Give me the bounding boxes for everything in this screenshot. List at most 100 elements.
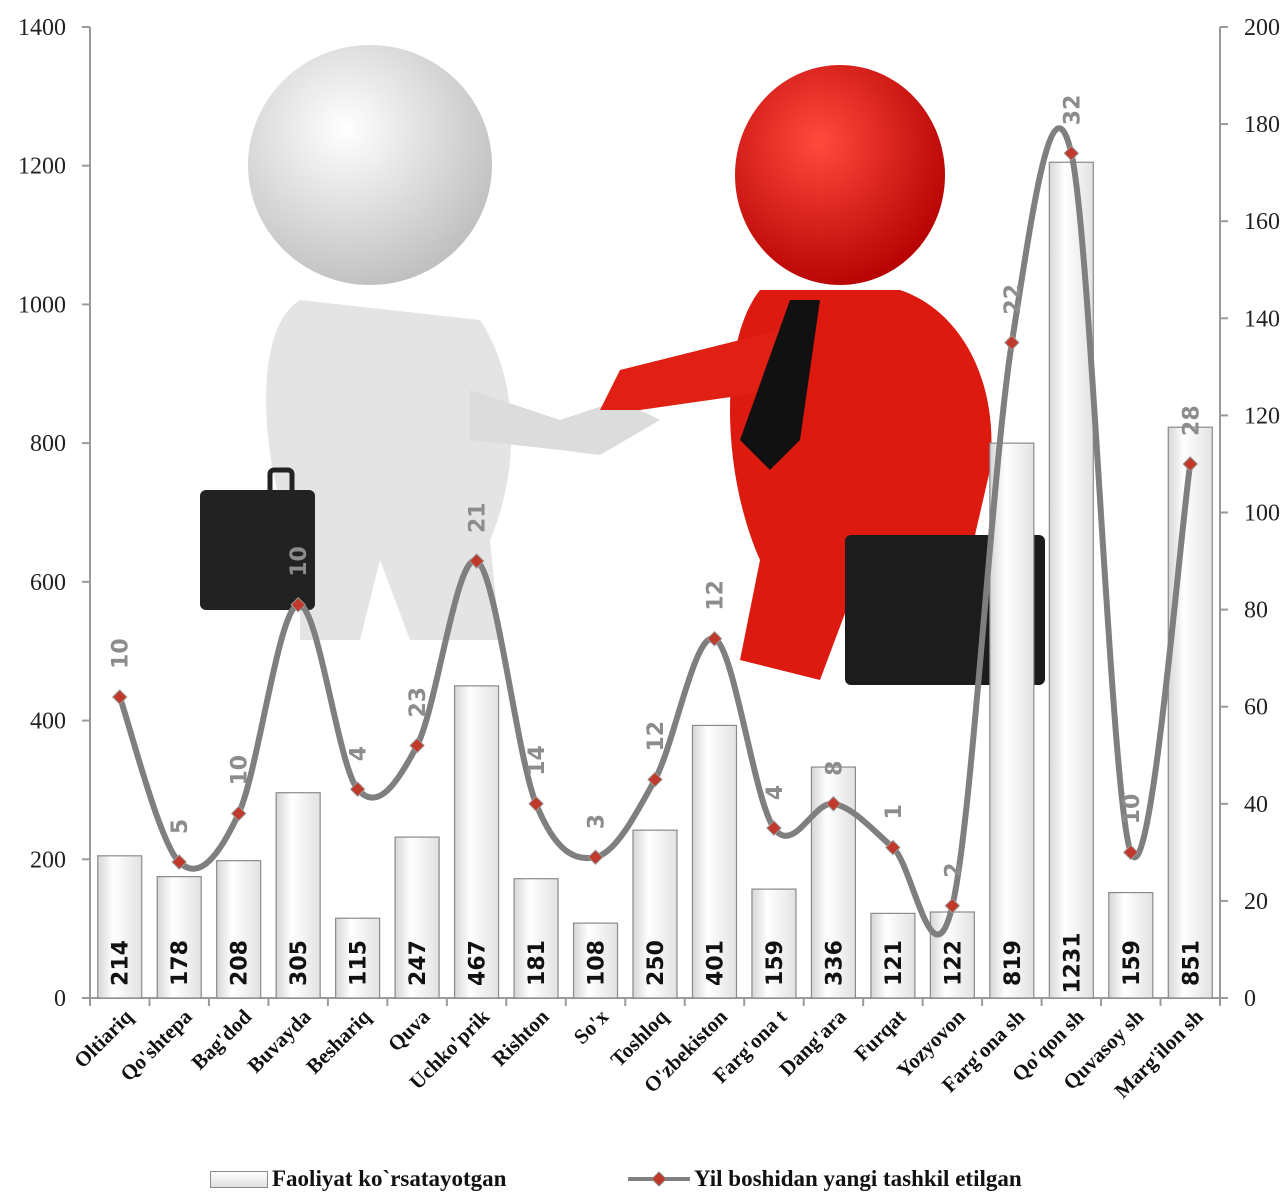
line-value-label: 4: [347, 746, 372, 761]
line-marker: [171, 854, 187, 870]
bar-value-label: 305: [287, 940, 312, 986]
bar-value-label: 122: [941, 940, 966, 986]
category-label: Dang'ara: [775, 1004, 852, 1081]
line-value-label: 14: [525, 745, 550, 776]
right-tick-label: 120: [1244, 403, 1280, 429]
left-tick-label: 800: [30, 431, 66, 457]
bar: [572, 922, 619, 999]
bar-value-label: 250: [644, 940, 669, 986]
left-tick-label: 0: [54, 986, 66, 1012]
bar-value-label: 336: [822, 940, 847, 986]
line-marker: [825, 796, 842, 812]
line-value-label: 12: [703, 580, 728, 611]
bar-value-label: 247: [406, 940, 431, 986]
chart: 0200400600800100012001400020406080100120…: [18, 15, 1280, 1103]
legend-item-line: Yil boshidan yangi tashkil etilgan: [628, 1166, 1022, 1192]
bar: [97, 855, 143, 999]
bar-value-label: 467: [466, 940, 491, 986]
line-marker: [1063, 145, 1080, 162]
bar: [513, 878, 559, 999]
line-value-label: 8: [822, 760, 847, 775]
right-tick-label: 80: [1244, 598, 1268, 624]
line-value-label: 1: [882, 804, 907, 819]
right-tick-label: 40: [1244, 792, 1268, 818]
line-marker: [1182, 456, 1199, 472]
bar: [1167, 426, 1213, 999]
left-tick-label: 1000: [18, 292, 66, 318]
line-value-label: 22: [1001, 284, 1026, 315]
bar: [453, 685, 500, 999]
left-tick-label: 600: [30, 570, 66, 596]
right-tick-label: 60: [1244, 695, 1268, 721]
line-marker: [528, 796, 544, 812]
bar: [632, 829, 678, 999]
line-value-label: 4: [763, 785, 788, 800]
legend-line-label: Yil boshidan yangi tashkil etilgan: [694, 1166, 1022, 1191]
category-label: So'x: [569, 1004, 614, 1049]
category-label: Rishton: [487, 1004, 554, 1071]
category-label: Beshariq: [301, 1004, 375, 1078]
line-marker: [587, 849, 604, 865]
legend-line-swatch: [628, 1171, 690, 1187]
legend-bar-label: Faoliyat ko`rsatayotgan: [272, 1166, 507, 1191]
line-marker: [290, 596, 306, 613]
bar-value-label: 178: [168, 940, 193, 986]
line-value-label: 12: [644, 721, 669, 752]
line-marker: [111, 689, 128, 705]
legend-bar-swatch: [210, 1170, 268, 1188]
bar: [929, 911, 975, 999]
bar: [156, 876, 202, 999]
line-marker: [349, 781, 366, 798]
line-marker: [766, 820, 782, 836]
right-tick-label: 160: [1244, 209, 1280, 235]
bar-value-label: 181: [525, 940, 550, 986]
bar-value-label: 208: [228, 940, 253, 986]
bar-value-label: 819: [1001, 940, 1026, 986]
line-marker: [1123, 844, 1139, 861]
line-marker: [885, 839, 901, 856]
legend: Faoliyat ko`rsatayotgan Yil boshidan yan…: [0, 1166, 1288, 1198]
bar: [394, 836, 440, 999]
bar: [1108, 891, 1154, 999]
line-marker: [409, 737, 425, 754]
line-value-label: 10: [1120, 794, 1145, 825]
left-tick-label: 1400: [18, 15, 66, 41]
left-tick-label: 200: [30, 847, 66, 873]
bar: [870, 912, 916, 999]
bar: [751, 888, 797, 999]
line-marker: [230, 805, 247, 822]
line-value-label: 28: [1179, 405, 1204, 436]
right-tick-label: 140: [1244, 306, 1280, 332]
line-marker: [468, 553, 485, 569]
line-value-label: 23: [406, 687, 431, 718]
right-tick-label: 200: [1244, 15, 1280, 41]
handshake-illustration: [200, 45, 1045, 685]
bar: [989, 442, 1035, 999]
line-series: [111, 125, 1199, 938]
bar-value-label: 115: [347, 940, 372, 986]
bar-value-label: 401: [703, 940, 728, 986]
left-tick-label: 400: [30, 709, 66, 735]
right-tick-label: 100: [1244, 501, 1280, 527]
line-value-label: 5: [168, 819, 193, 834]
line-value-label: 10: [287, 546, 312, 577]
bar-value-label: 214: [109, 940, 134, 986]
bar-value-label: 108: [585, 940, 610, 986]
bar-value-label: 1231: [1060, 932, 1085, 993]
bar-value-label: 121: [882, 940, 907, 986]
legend-item-bars: Faoliyat ko`rsatayotgan: [210, 1166, 506, 1192]
right-tick-label: 0: [1244, 986, 1256, 1012]
bar: [335, 917, 381, 999]
line-value-label: 10: [109, 638, 134, 669]
bar-value-label: 851: [1179, 940, 1204, 986]
line-value-label: 10: [228, 755, 253, 786]
bar-value-label: 159: [1120, 940, 1145, 986]
line-marker: [706, 630, 723, 647]
bar-series: [97, 161, 1213, 999]
bar: [691, 724, 738, 999]
line-value-label: 32: [1060, 95, 1085, 126]
right-tick-label: 20: [1244, 889, 1268, 915]
bar: [216, 860, 262, 999]
category-label: Quva: [383, 1004, 435, 1056]
bar-value-label: 159: [763, 940, 788, 986]
